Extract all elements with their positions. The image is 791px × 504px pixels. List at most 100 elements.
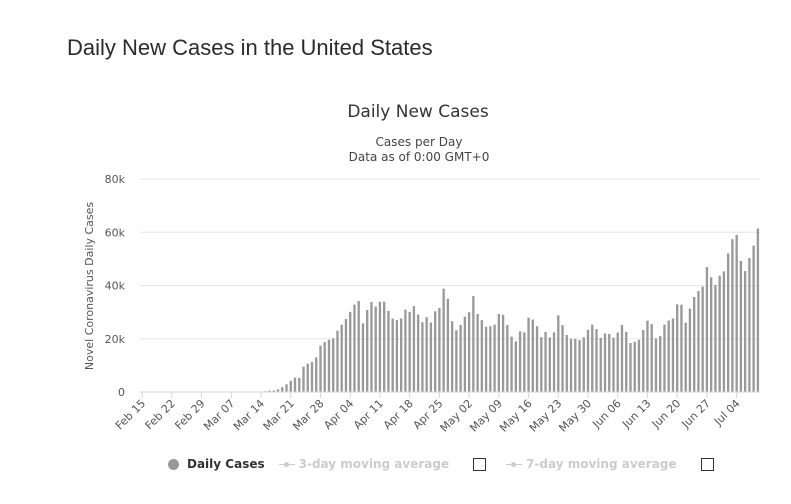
bar-daily-cases[interactable]: [480, 320, 484, 392]
bar-daily-cases[interactable]: [506, 324, 509, 392]
bar-daily-cases[interactable]: [510, 336, 513, 392]
bar-daily-cases[interactable]: [285, 384, 288, 392]
bar-daily-cases[interactable]: [739, 261, 743, 392]
bar-daily-cases[interactable]: [412, 306, 416, 392]
bar-daily-cases[interactable]: [484, 326, 488, 392]
bar-daily-cases[interactable]: [548, 337, 551, 392]
bar-daily-cases[interactable]: [366, 310, 369, 392]
bar-daily-cases[interactable]: [591, 324, 594, 392]
bar-daily-cases[interactable]: [654, 338, 658, 392]
bar-daily-cases[interactable]: [531, 319, 534, 392]
bar-daily-cases[interactable]: [659, 336, 662, 392]
bar-daily-cases[interactable]: [416, 314, 420, 392]
bar-daily-cases[interactable]: [272, 390, 275, 392]
bar-daily-cases[interactable]: [574, 339, 577, 392]
bar-daily-cases[interactable]: [327, 339, 331, 392]
legend-item-daily-cases[interactable]: Daily Cases: [168, 457, 265, 471]
bar-daily-cases[interactable]: [756, 228, 760, 392]
bar-daily-cases[interactable]: [357, 300, 360, 392]
bar-daily-cases[interactable]: [323, 341, 326, 392]
bar-daily-cases[interactable]: [438, 307, 441, 392]
bar-daily-cases[interactable]: [718, 275, 721, 392]
bar-daily-cases[interactable]: [616, 332, 619, 392]
bar-daily-cases[interactable]: [620, 324, 624, 392]
bar-daily-cases[interactable]: [395, 320, 399, 392]
bar-daily-cases[interactable]: [340, 324, 343, 392]
bar-daily-cases[interactable]: [586, 329, 590, 392]
bar-daily-cases[interactable]: [667, 320, 670, 392]
bar-daily-cases[interactable]: [425, 317, 428, 392]
bar-daily-cases[interactable]: [701, 286, 704, 392]
bar-daily-cases[interactable]: [527, 317, 530, 392]
bar-daily-cases[interactable]: [336, 330, 339, 392]
bar-daily-cases[interactable]: [608, 333, 611, 392]
bar-daily-cases[interactable]: [344, 319, 348, 392]
bar-daily-cases[interactable]: [391, 318, 394, 392]
bar-daily-cases[interactable]: [361, 323, 365, 392]
bar-daily-cases[interactable]: [472, 296, 475, 392]
bar-daily-cases[interactable]: [493, 324, 496, 392]
bar-daily-cases[interactable]: [450, 321, 454, 392]
bar-daily-cases[interactable]: [684, 322, 687, 392]
bar-daily-cases[interactable]: [463, 316, 467, 392]
bar-daily-cases[interactable]: [612, 337, 615, 392]
bar-daily-cases[interactable]: [625, 331, 628, 392]
bar-daily-cases[interactable]: [688, 308, 692, 392]
bar-daily-cases[interactable]: [400, 318, 403, 392]
bar-daily-cases[interactable]: [459, 324, 462, 392]
bar-daily-cases[interactable]: [671, 318, 675, 392]
bar-daily-cases[interactable]: [268, 390, 271, 392]
bar-daily-cases[interactable]: [353, 304, 356, 392]
bar-daily-cases[interactable]: [680, 304, 683, 392]
bar-daily-cases[interactable]: [383, 301, 386, 392]
bar-daily-cases[interactable]: [408, 311, 411, 392]
bar-daily-cases[interactable]: [676, 304, 679, 392]
bar-daily-cases[interactable]: [332, 338, 335, 392]
bar-daily-cases[interactable]: [433, 311, 437, 392]
bar-daily-cases[interactable]: [281, 387, 284, 392]
bar-daily-cases[interactable]: [514, 341, 517, 392]
bar-daily-cases[interactable]: [319, 345, 322, 392]
bar-daily-cases[interactable]: [544, 331, 547, 392]
bar-daily-cases[interactable]: [743, 271, 747, 392]
bar-daily-cases[interactable]: [642, 329, 645, 392]
bar-daily-cases[interactable]: [603, 333, 607, 392]
bar-daily-cases[interactable]: [523, 332, 526, 392]
bar-daily-cases[interactable]: [633, 341, 636, 392]
bar-daily-cases[interactable]: [722, 271, 726, 392]
bar-daily-cases[interactable]: [455, 330, 458, 392]
bar-daily-cases[interactable]: [467, 312, 471, 393]
bar-daily-cases[interactable]: [637, 339, 641, 392]
bar-daily-cases[interactable]: [442, 288, 445, 392]
bar-daily-cases[interactable]: [646, 320, 649, 392]
bar-daily-cases[interactable]: [298, 377, 301, 392]
bar-daily-cases[interactable]: [446, 298, 450, 392]
bar-daily-cases[interactable]: [569, 338, 573, 392]
bar-daily-cases[interactable]: [306, 363, 309, 392]
bar-daily-cases[interactable]: [693, 296, 696, 392]
bar-daily-cases[interactable]: [404, 309, 407, 392]
bar-daily-cases[interactable]: [735, 234, 738, 392]
bar-daily-cases[interactable]: [293, 377, 297, 392]
bar-daily-cases[interactable]: [752, 245, 755, 392]
bar-daily-cases[interactable]: [565, 335, 568, 392]
bar-daily-cases[interactable]: [315, 357, 318, 392]
bar-daily-cases[interactable]: [540, 337, 543, 392]
bar-daily-cases[interactable]: [374, 306, 377, 392]
bar-daily-cases[interactable]: [726, 253, 730, 392]
bar-daily-cases[interactable]: [276, 389, 280, 392]
legend-item-3-day-average[interactable]: 3-day moving average: [278, 457, 449, 471]
bar-daily-cases[interactable]: [535, 326, 539, 392]
bar-daily-cases[interactable]: [387, 310, 390, 392]
bar-daily-cases[interactable]: [289, 380, 292, 392]
bar-daily-cases[interactable]: [748, 258, 751, 392]
legend-item-7-day-average[interactable]: 7-day moving average: [506, 457, 677, 471]
bar-daily-cases[interactable]: [501, 314, 505, 392]
bar-daily-cases[interactable]: [302, 366, 305, 392]
bar-daily-cases[interactable]: [552, 332, 556, 392]
bar-daily-cases[interactable]: [310, 361, 314, 392]
bar-daily-cases[interactable]: [349, 311, 352, 392]
bar-daily-cases[interactable]: [595, 329, 598, 392]
bar-daily-cases[interactable]: [370, 302, 373, 392]
bar-daily-cases[interactable]: [489, 326, 492, 392]
